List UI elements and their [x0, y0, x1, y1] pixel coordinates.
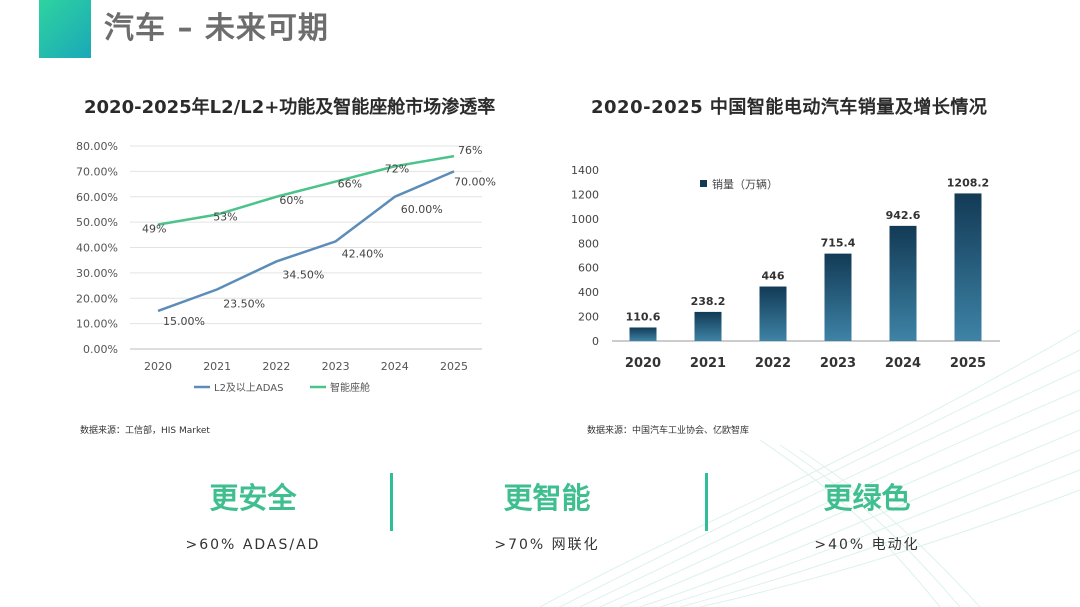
right-chart-title: 2020-2025 中国智能电动汽车销量及增长情况: [591, 97, 988, 118]
data-label: 110.6: [626, 310, 661, 323]
bar: [759, 286, 787, 341]
y-tick-label: 200: [578, 311, 599, 324]
y-tick-label: 800: [578, 237, 599, 250]
x-tick-label: 2024: [381, 360, 409, 373]
x-tick-label: 2020: [144, 360, 172, 373]
x-tick-label: 2024: [885, 356, 921, 371]
left-chart-source: 数据来源：工信部，HIS Market: [80, 426, 210, 436]
pillar-subtext: >60% ADAS/AD: [185, 537, 321, 553]
y-tick-label: 1400: [571, 164, 599, 177]
x-tick-label: 2023: [820, 356, 856, 371]
data-label: 238.2: [691, 295, 726, 308]
y-tick-label: 50.00%: [76, 216, 118, 229]
data-label: 72%: [385, 162, 409, 175]
y-tick-label: 30.00%: [76, 267, 118, 280]
legend-swatch: [700, 180, 707, 187]
data-label: 60.00%: [401, 203, 443, 216]
y-tick-label: 400: [578, 286, 599, 299]
x-tick-label: 2022: [755, 356, 791, 371]
title-accent-bar: [39, 0, 91, 58]
x-tick-label: 2022: [262, 360, 290, 373]
data-label: 715.4: [821, 237, 856, 250]
pillar-subtext: >70% 网联化: [494, 537, 600, 553]
data-label: 446: [762, 270, 785, 283]
y-tick-label: 10.00%: [76, 318, 118, 331]
data-label: 76%: [458, 144, 482, 157]
legend-label: L2及以上ADAS: [214, 382, 284, 394]
data-label: 42.40%: [342, 247, 384, 260]
y-tick-label: 70.00%: [76, 165, 118, 178]
data-label: 66%: [338, 178, 362, 191]
data-label: 23.50%: [223, 297, 265, 310]
legend-label: 智能座舱: [330, 381, 370, 394]
legend-label: 销量（万辆）: [712, 177, 778, 191]
y-tick-label: 1200: [571, 188, 599, 201]
penetration-line-chart: 0.00% 10.00% 20.00% 30.00% 40.00% 50.00% 60.00…: [76, 140, 496, 394]
pillar-safety: 更安全 >60% ADAS/AD: [173, 478, 333, 555]
pillar-heading: 更安全: [209, 481, 297, 515]
series-line: [157, 154, 455, 226]
bar: [694, 311, 722, 341]
left-chart-title: 2020-2025年L2/L2+功能及智能座舱市场渗透率: [84, 97, 496, 118]
series-line: [157, 170, 455, 313]
pillar-smart: 更智能 >70% 网联化: [472, 478, 622, 555]
data-label: 70.00%: [454, 175, 496, 188]
y-tick-label: 0: [592, 335, 599, 348]
y-tick-label: 1000: [571, 213, 599, 226]
data-label: 34.50%: [282, 268, 324, 281]
pillar-heading: 更绿色: [823, 481, 911, 515]
pillar-green: 更绿色 >40% 电动化: [792, 478, 942, 555]
x-tick-label: 2021: [690, 356, 726, 371]
right-chart-source: 数据来源：中国汽车工业协会、亿欧智库: [587, 426, 750, 436]
y-tick-label: 0.00%: [83, 343, 118, 356]
y-tick-label: 80.00%: [76, 140, 118, 153]
y-tick-label: 60.00%: [76, 191, 118, 204]
y-tick-label: 600: [578, 262, 599, 275]
y-tick-label: 20.00%: [76, 292, 118, 305]
x-tick-label: 2020: [625, 356, 661, 371]
y-tick-label: 40.00%: [76, 242, 118, 255]
data-label: 15.00%: [163, 315, 205, 328]
x-tick-label: 2025: [950, 356, 986, 371]
bar: [954, 193, 982, 341]
x-tick-label: 2025: [440, 360, 468, 373]
x-tick-label: 2023: [322, 360, 350, 373]
page-title: 汽车 – 未来可期: [104, 11, 329, 46]
divider-line: [705, 473, 708, 531]
pillar-heading: 更智能: [503, 481, 591, 515]
data-label: 60%: [279, 194, 303, 207]
sales-bar-chart: 0 200 400 600 800 1000 1200 1400 110.6 238.2 446 71…: [571, 164, 1000, 371]
data-label: 942.6: [886, 209, 921, 222]
divider-line: [390, 473, 393, 531]
x-tick-label: 2021: [203, 360, 231, 373]
data-label: 1208.2: [947, 176, 989, 189]
bar: [629, 327, 657, 341]
bar: [824, 253, 852, 341]
bar: [889, 225, 917, 341]
pillar-subtext: >40% 电动化: [814, 537, 920, 553]
data-label: 53%: [213, 211, 237, 224]
data-label: 49%: [142, 223, 166, 236]
